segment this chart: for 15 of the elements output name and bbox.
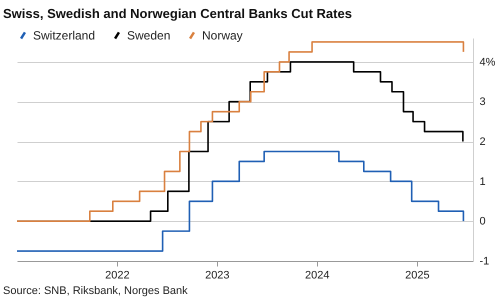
y-tick-label: 0 (480, 216, 486, 228)
x-tick-label: 2023 (205, 270, 230, 282)
legend-label: Norway (202, 28, 243, 42)
legend-label: Sweden (127, 28, 170, 42)
y-tick-label: -1 (480, 256, 490, 268)
y-tick-label: 2 (480, 136, 486, 148)
x-tick-label: 2024 (304, 270, 330, 282)
y-tick-label: 4% (480, 56, 496, 68)
x-tick-label: 2022 (105, 270, 130, 282)
x-tick-label: 2025 (405, 270, 430, 282)
y-tick-label: 1 (480, 176, 486, 188)
source-note: Source: SNB, Riksbank, Norges Bank (3, 285, 188, 297)
legend-label: Switzerland (33, 28, 96, 42)
y-tick-label: 3 (480, 96, 486, 108)
chart-title: Swiss, Swedish and Norwegian Central Banks Cut Rates (3, 6, 352, 21)
